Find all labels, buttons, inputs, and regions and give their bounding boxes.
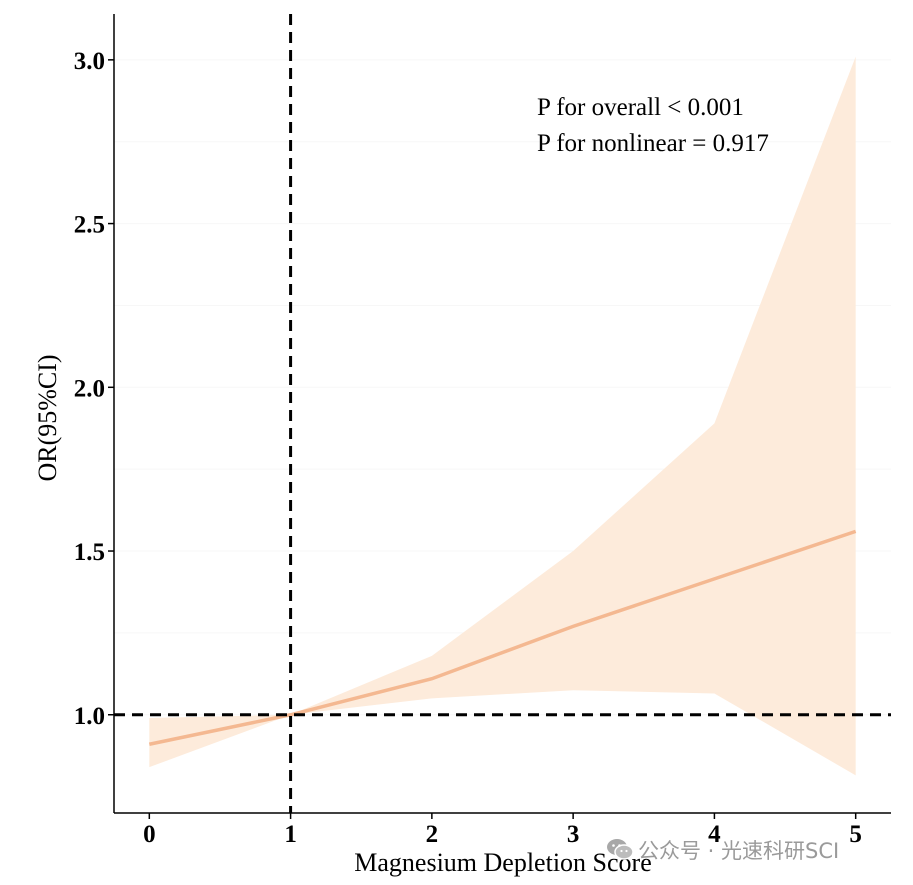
grid-lines bbox=[114, 59, 891, 716]
x-axis-ticks: 0 1 2 3 4 5 bbox=[143, 813, 862, 848]
x-tick-label: 4 bbox=[708, 821, 721, 848]
y-tick-label: 1.0 bbox=[74, 703, 105, 730]
odds-ratio-line bbox=[148, 529, 857, 746]
p-overall-annotation: P for overall < 0.001 bbox=[537, 94, 744, 121]
y-axis-ticks: 1.0 1.5 2.0 2.5 3.0 bbox=[74, 48, 114, 730]
y-tick-label: 3.0 bbox=[74, 48, 105, 75]
confidence-interval-ribbon bbox=[149, 56, 856, 776]
x-axis-title: Magnesium Depletion Score bbox=[354, 848, 652, 877]
wechat-icon bbox=[607, 839, 634, 860]
x-tick-label: 3 bbox=[567, 821, 580, 848]
y-axis-title: OR(95%CI) bbox=[33, 354, 62, 481]
y-tick-label: 2.5 bbox=[74, 212, 105, 239]
y-tick-label: 1.5 bbox=[74, 539, 105, 566]
x-tick-label: 0 bbox=[143, 821, 156, 848]
x-tick-label: 1 bbox=[284, 821, 297, 848]
p-nonlinear-annotation: P for nonlinear = 0.917 bbox=[537, 130, 769, 157]
x-tick-label: 2 bbox=[426, 821, 439, 848]
x-tick-label: 5 bbox=[849, 821, 862, 848]
y-tick-label: 2.0 bbox=[74, 375, 105, 402]
watermark: 公众号 · 光速科研SCI bbox=[606, 834, 896, 864]
watermark-text: 公众号 · 光速科研SCI bbox=[638, 839, 840, 863]
